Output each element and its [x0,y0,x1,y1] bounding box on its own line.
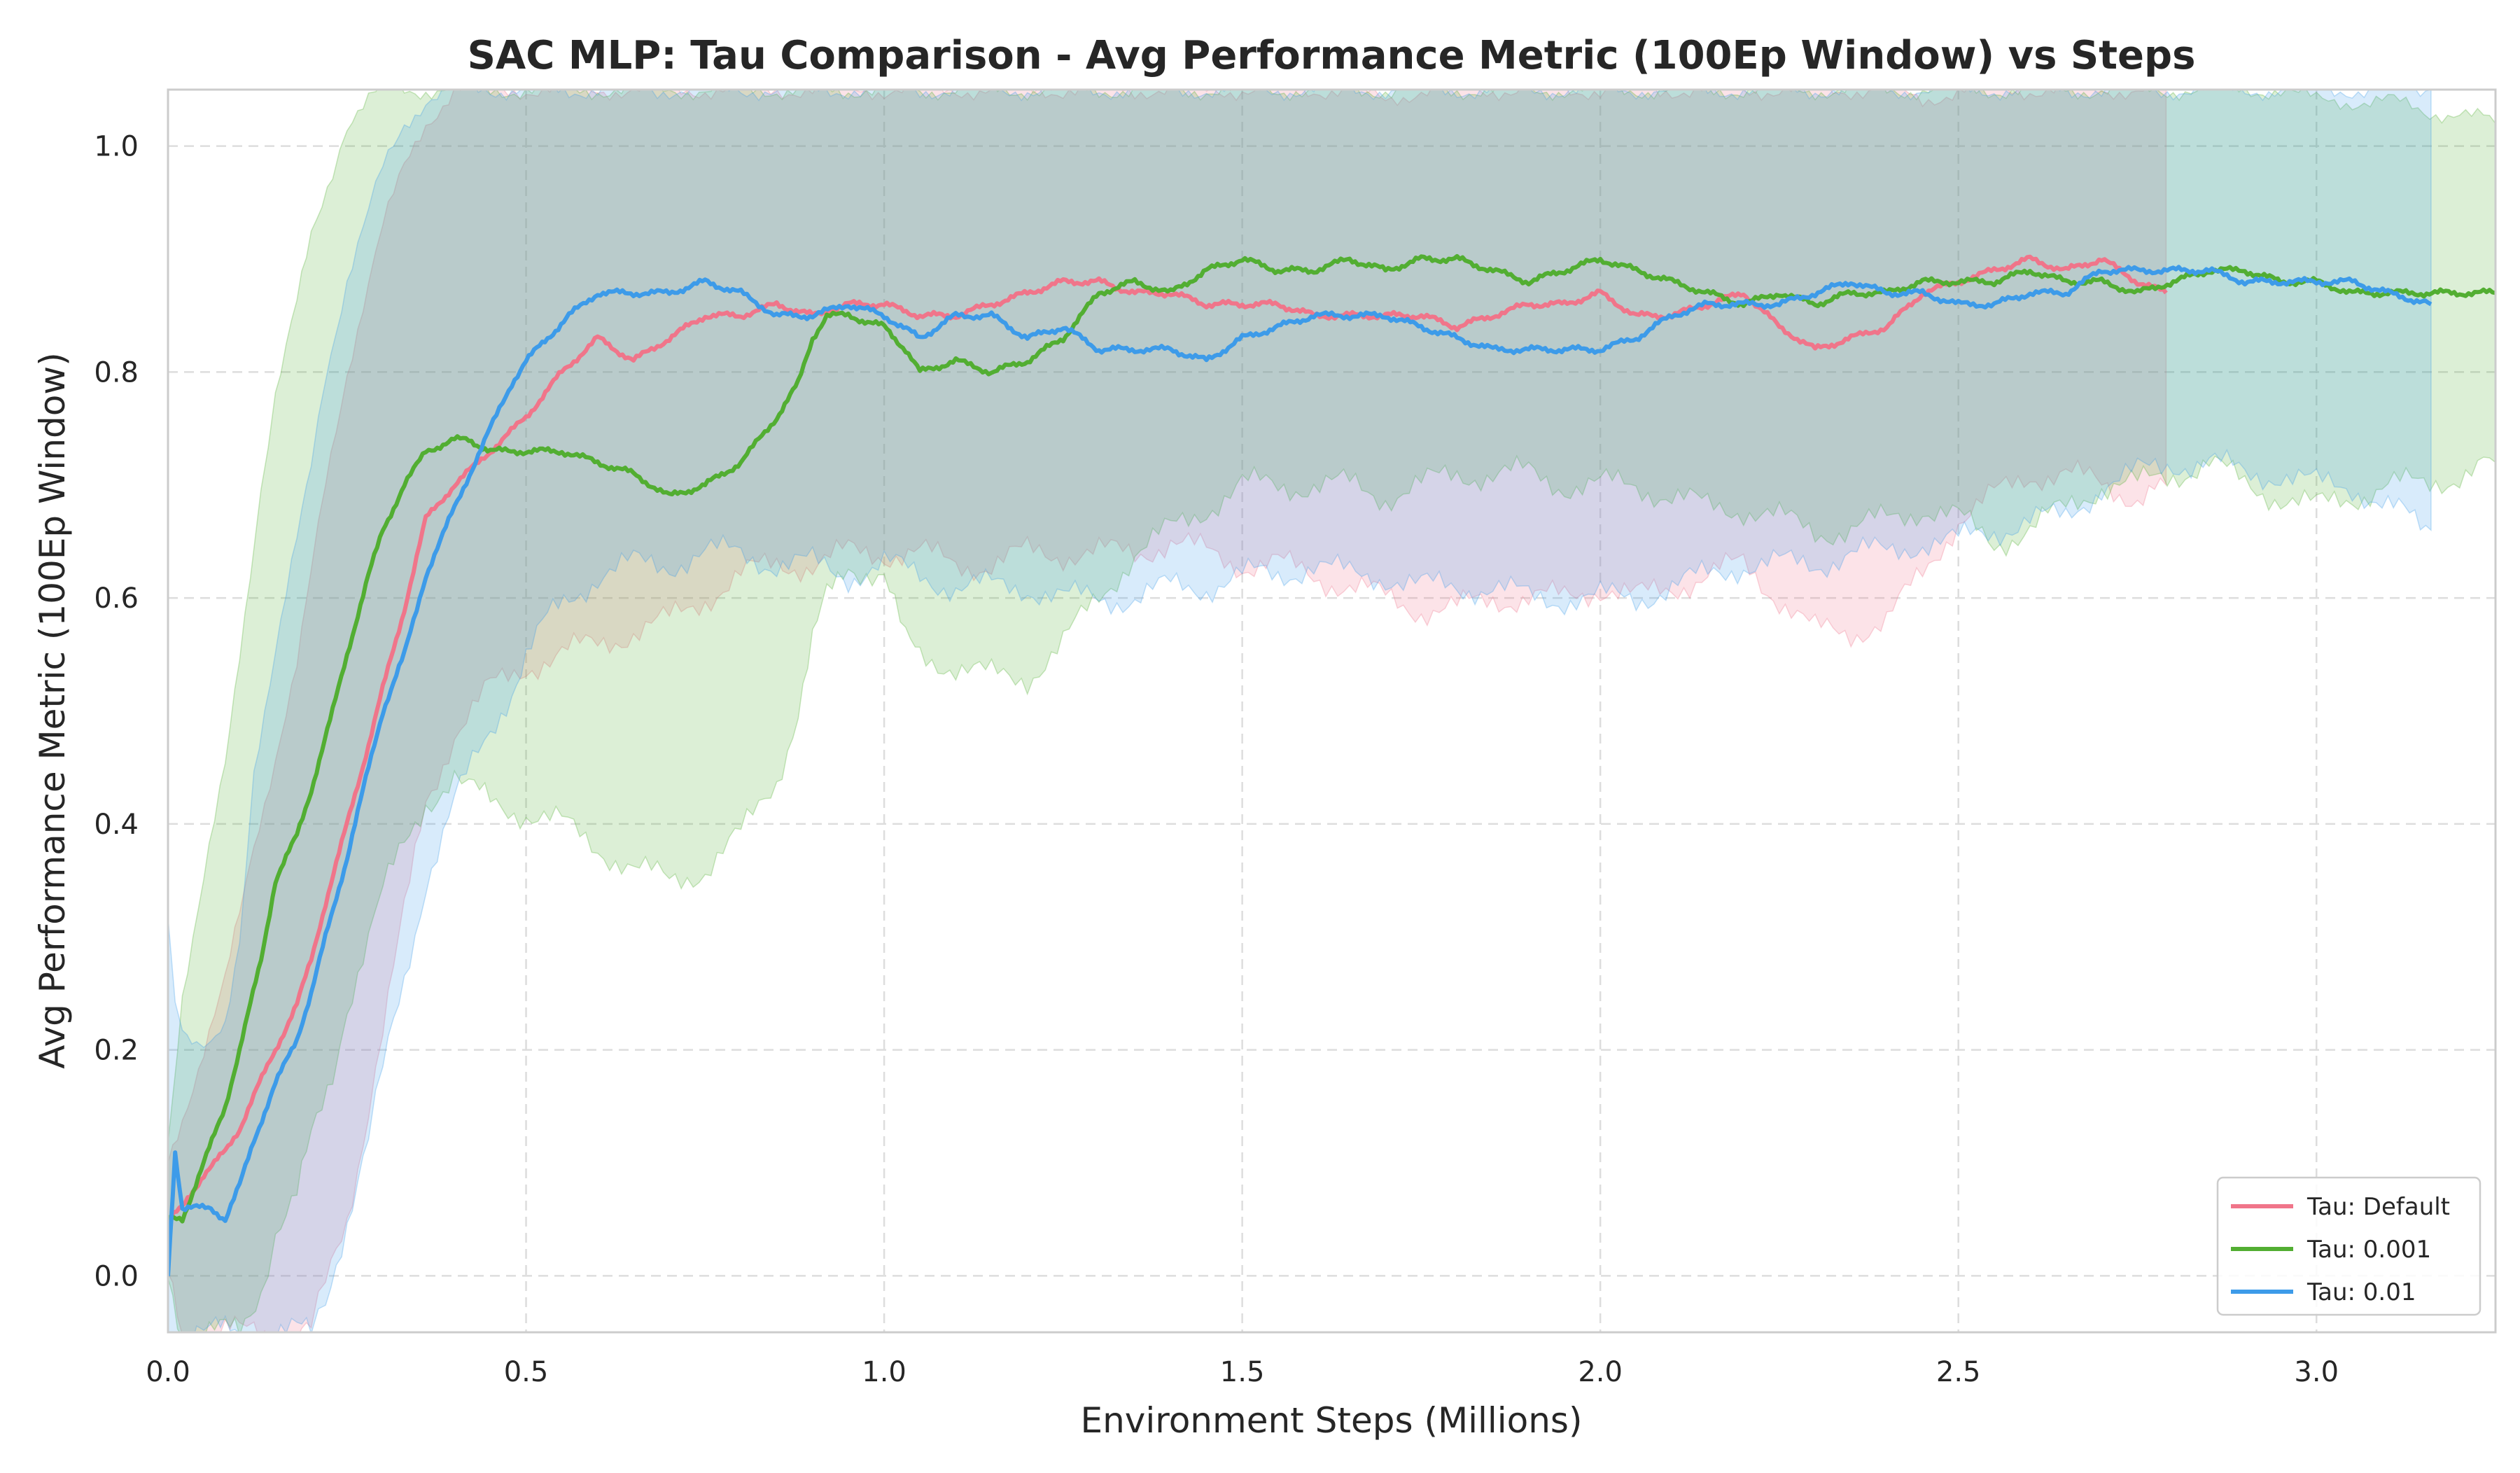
y-tick-label: 0.6 [94,582,139,615]
line-tau-0.01 [168,265,2432,1276]
y-tick-label: 0.8 [94,356,139,389]
chart-title: SAC MLP: Tau Comparison - Avg Performanc… [468,33,2196,78]
band-tau-0.01 [168,90,2432,1332]
x-tick-label: 1.5 [1220,1356,1265,1388]
band-tau-default [168,90,2167,1332]
plot-area [168,90,2496,1332]
x-tick-labels: 0.0 0.5 1.0 1.5 2.0 2.5 3.0 [146,1356,2339,1388]
x-tick-label: 2.0 [1578,1356,1623,1388]
gridlines [168,90,2496,1332]
line-tau-default [168,254,2168,1222]
x-tick-label: 1.0 [862,1356,906,1388]
legend-label-tau-0.001: Tau: 0.001 [2306,1236,2431,1264]
x-axis-label: Environment Steps (Millions) [1081,1400,1583,1441]
y-axis-label: Avg Performance Metric (100Ep Window) [32,352,73,1068]
x-tick-label: 3.0 [2294,1356,2339,1388]
y-tick-label: 1.0 [94,131,139,163]
series-lines [168,253,2496,1276]
legend: Tau: Default Tau: 0.001 Tau: 0.01 [2216,1176,2482,1316]
x-tick-label: 2.5 [1936,1356,1981,1388]
legend-label-tau-0.01: Tau: 0.01 [2306,1278,2416,1306]
y-tick-label: 0.2 [94,1035,139,1067]
y-tick-label: 0.0 [94,1260,139,1292]
legend-label-tau-default: Tau: Default [2306,1193,2450,1221]
x-tick-label: 0.5 [504,1356,549,1388]
plot-frame [167,88,2497,1334]
y-tick-labels: 0.0 0.2 0.4 0.6 0.8 1.0 [94,131,139,1293]
y-tick-label: 0.4 [94,809,139,841]
x-tick-label: 0.0 [146,1356,190,1388]
legend-box [2216,1176,2482,1316]
line-tau-0.001 [168,253,2496,1224]
